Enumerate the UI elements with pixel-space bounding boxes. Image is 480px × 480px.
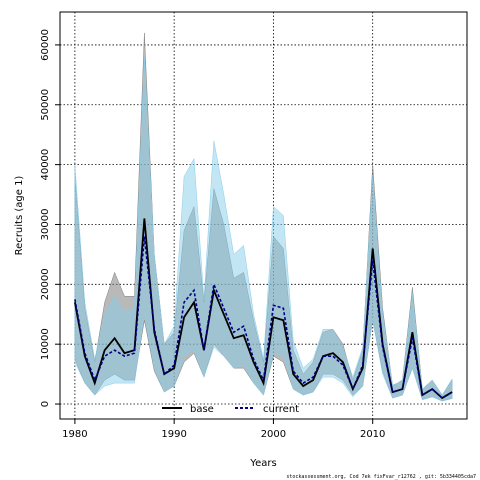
- y-tick-label: 30000: [40, 209, 51, 241]
- y-tick-label: 10000: [40, 328, 51, 360]
- x-axis: 1980 1990 2000 2010: [62, 419, 385, 440]
- confidence-bands: [74, 32, 453, 402]
- plot-frame: [59, 11, 468, 420]
- y-tick-label: 50000: [40, 89, 51, 121]
- series-lines: [74, 218, 453, 400]
- series-line: [74, 236, 453, 400]
- y-tick-label: 60000: [40, 29, 51, 61]
- legend-label: current: [263, 404, 299, 415]
- x-tick-label: 1990: [161, 429, 186, 440]
- x-tick-label: 1980: [62, 429, 87, 440]
- footer-text: stockassessment.org, Cod 7ek fixFvar_r12…: [286, 474, 476, 480]
- confidence-band: [74, 56, 453, 402]
- legend: base current: [162, 404, 299, 415]
- y-tick-label: 0: [40, 401, 51, 407]
- x-tick-label: 2000: [261, 429, 286, 440]
- y-tick-label: 20000: [40, 268, 51, 300]
- y-axis-title: Recruits (age 1): [14, 176, 25, 256]
- legend-label: base: [190, 404, 214, 415]
- x-axis-title: Years: [249, 458, 276, 469]
- y-tick-label: 40000: [40, 149, 51, 181]
- y-axis: 0 10000 20000 30000 40000 50000 60000: [40, 29, 60, 407]
- x-tick-label: 2010: [360, 429, 385, 440]
